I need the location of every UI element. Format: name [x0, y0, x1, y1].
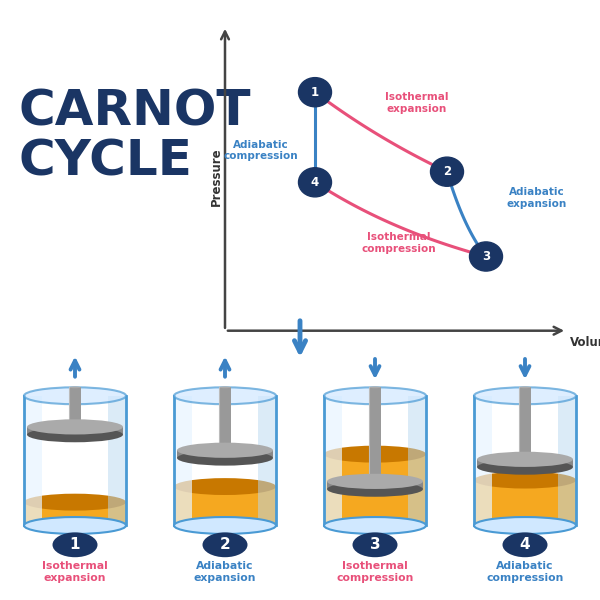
- Ellipse shape: [24, 517, 126, 534]
- Ellipse shape: [474, 472, 576, 488]
- Bar: [477, 460, 573, 467]
- Bar: [474, 396, 493, 526]
- Ellipse shape: [24, 388, 126, 404]
- Ellipse shape: [220, 386, 230, 388]
- Bar: [370, 388, 380, 481]
- Ellipse shape: [53, 532, 97, 557]
- Text: 1: 1: [70, 538, 80, 552]
- Text: 2: 2: [220, 538, 230, 552]
- Ellipse shape: [520, 386, 530, 388]
- Ellipse shape: [477, 452, 573, 467]
- Text: Adiabatic
expansion: Adiabatic expansion: [507, 187, 567, 209]
- Ellipse shape: [24, 517, 126, 534]
- Ellipse shape: [477, 460, 573, 475]
- Bar: [327, 481, 423, 489]
- Ellipse shape: [324, 388, 426, 404]
- Bar: [324, 396, 343, 526]
- Text: 4: 4: [311, 176, 319, 189]
- Bar: [70, 388, 80, 427]
- Bar: [407, 396, 426, 526]
- Text: Adiabatic
expansion: Adiabatic expansion: [194, 562, 256, 583]
- Ellipse shape: [474, 388, 576, 404]
- Text: 1: 1: [311, 86, 319, 98]
- Text: 3: 3: [482, 250, 490, 263]
- Text: Adiabatic
compression: Adiabatic compression: [224, 140, 298, 161]
- Ellipse shape: [174, 517, 276, 534]
- Ellipse shape: [177, 451, 273, 466]
- Ellipse shape: [70, 386, 80, 388]
- Ellipse shape: [353, 532, 398, 557]
- Ellipse shape: [174, 388, 276, 404]
- Bar: [107, 396, 126, 526]
- Circle shape: [299, 77, 331, 107]
- Ellipse shape: [327, 482, 423, 497]
- Ellipse shape: [174, 478, 276, 495]
- Ellipse shape: [177, 443, 273, 458]
- Ellipse shape: [27, 427, 123, 442]
- Ellipse shape: [474, 517, 576, 534]
- Ellipse shape: [324, 517, 426, 534]
- Bar: [174, 487, 276, 526]
- Text: Isothermal
compression: Isothermal compression: [337, 562, 413, 583]
- Text: 2: 2: [443, 165, 451, 178]
- Bar: [24, 396, 43, 526]
- Bar: [324, 454, 426, 526]
- Ellipse shape: [174, 517, 276, 534]
- Ellipse shape: [324, 446, 426, 463]
- Bar: [174, 396, 193, 526]
- Bar: [257, 396, 276, 526]
- Text: Isothermal
expansion: Isothermal expansion: [42, 562, 108, 583]
- Ellipse shape: [474, 517, 576, 534]
- Text: 4: 4: [520, 538, 530, 552]
- Ellipse shape: [370, 386, 380, 388]
- Text: Isothermal
expansion: Isothermal expansion: [385, 92, 449, 113]
- Bar: [557, 396, 576, 526]
- Bar: [27, 427, 123, 434]
- Ellipse shape: [203, 532, 248, 557]
- Ellipse shape: [327, 474, 423, 489]
- Bar: [520, 388, 530, 460]
- Text: Volume: Volume: [570, 336, 600, 349]
- Text: Adiabatic
compression: Adiabatic compression: [487, 562, 563, 583]
- Circle shape: [431, 157, 464, 186]
- Text: CARNOT
CYCLE: CARNOT CYCLE: [18, 88, 251, 186]
- Bar: [220, 388, 230, 450]
- Circle shape: [299, 168, 331, 197]
- Ellipse shape: [24, 494, 126, 511]
- Text: Pressure: Pressure: [209, 148, 223, 206]
- Bar: [474, 480, 576, 526]
- Text: Isothermal
compression: Isothermal compression: [362, 232, 436, 254]
- Ellipse shape: [503, 532, 548, 557]
- Ellipse shape: [27, 419, 123, 434]
- Bar: [177, 450, 273, 458]
- Circle shape: [470, 242, 503, 271]
- Bar: [24, 502, 126, 526]
- Ellipse shape: [324, 517, 426, 534]
- Text: 3: 3: [370, 538, 380, 552]
